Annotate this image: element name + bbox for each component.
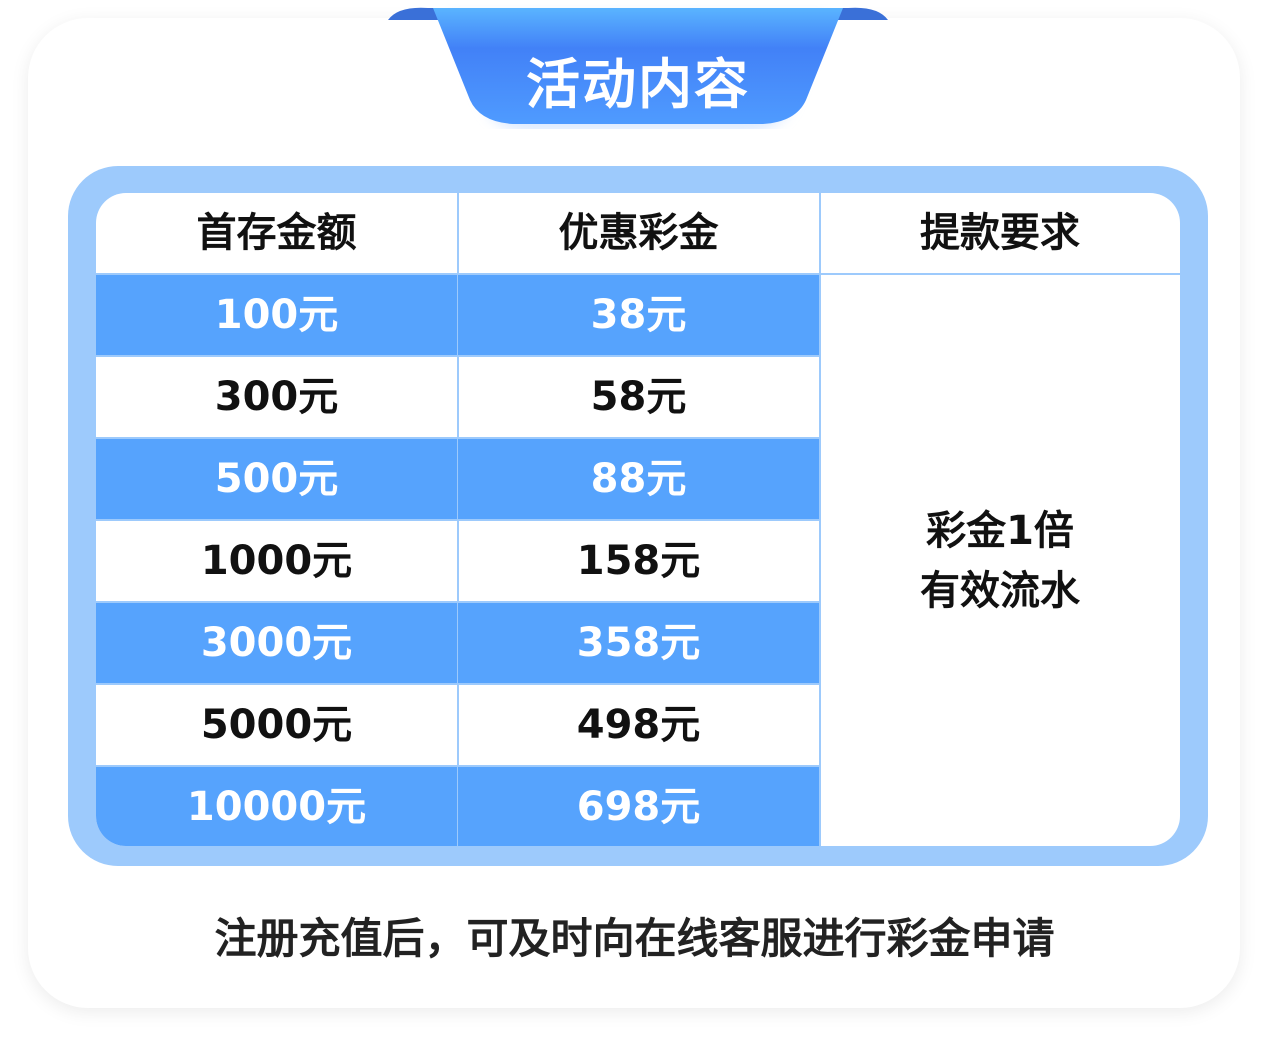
bonus-cell: 498元 bbox=[458, 685, 819, 767]
deposit-cell: 5000元 bbox=[96, 685, 457, 767]
header-deposit: 首存金额 bbox=[96, 193, 457, 275]
deposit-cell: 10000元 bbox=[96, 767, 457, 846]
bonus-cell: 38元 bbox=[458, 275, 819, 357]
requirement-cell: 彩金1倍 有效流水 bbox=[820, 275, 1180, 846]
deposit-cell: 1000元 bbox=[96, 521, 457, 603]
requirement-line1: 彩金1倍 bbox=[926, 507, 1074, 554]
title-banner: 活动内容 bbox=[388, 4, 888, 132]
footer-note: 注册充值后，可及时向在线客服进行彩金申请 bbox=[214, 914, 1055, 963]
requirement-column: 提款要求 彩金1倍 有效流水 bbox=[820, 193, 1180, 846]
bonus-cell: 88元 bbox=[458, 439, 819, 521]
bonus-cell: 698元 bbox=[458, 767, 819, 846]
bonus-table-frame: 首存金额 100元 300元 500元 1000元 3000元 5000元 10… bbox=[68, 166, 1208, 866]
header-requirement: 提款要求 bbox=[820, 193, 1180, 275]
deposit-column: 首存金额 100元 300元 500元 1000元 3000元 5000元 10… bbox=[96, 193, 457, 846]
bonus-table: 首存金额 100元 300元 500元 1000元 3000元 5000元 10… bbox=[96, 193, 1180, 846]
requirement-line2: 有效流水 bbox=[920, 567, 1080, 614]
deposit-cell: 100元 bbox=[96, 275, 457, 357]
deposit-cell: 500元 bbox=[96, 439, 457, 521]
bonus-cell: 358元 bbox=[458, 603, 819, 685]
bonus-column: 优惠彩金 38元 58元 88元 158元 358元 498元 698元 bbox=[458, 193, 819, 846]
page-title: 活动内容 bbox=[526, 53, 750, 116]
header-bonus: 优惠彩金 bbox=[458, 193, 819, 275]
deposit-cell: 300元 bbox=[96, 357, 457, 439]
column-divider bbox=[819, 193, 821, 846]
bonus-cell: 58元 bbox=[458, 357, 819, 439]
deposit-cell: 3000元 bbox=[96, 603, 457, 685]
ribbon-shape bbox=[388, 7, 888, 132]
bonus-cell: 158元 bbox=[458, 521, 819, 603]
